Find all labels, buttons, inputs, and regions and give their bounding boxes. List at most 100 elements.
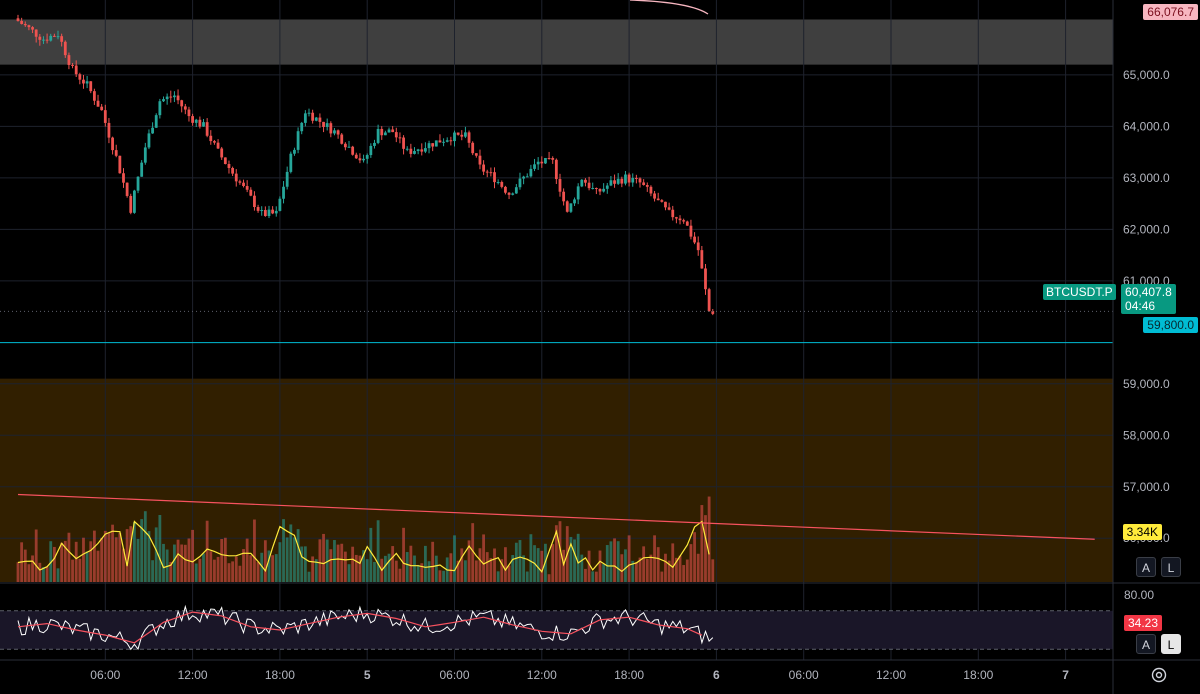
volume-value-tag: 3.34K (1122, 524, 1162, 540)
candle-body-87 (333, 130, 336, 134)
x-tick-label-5: 12:00 (527, 668, 557, 682)
volume-bar-7 (42, 567, 45, 582)
candle-body-29 (122, 173, 125, 183)
candle-body-136 (511, 193, 515, 195)
volume-bar-109 (413, 555, 416, 582)
candle-body-0 (16, 18, 20, 21)
volume-bar-147 (551, 544, 555, 582)
candle-body-173 (645, 184, 649, 187)
candle-body-69 (267, 209, 271, 216)
candle-body-88 (336, 130, 340, 135)
x-tick-label-8: 06:00 (789, 668, 819, 682)
volume-bar-152 (569, 536, 573, 582)
candle-body-74 (285, 171, 289, 187)
candle-body-138 (518, 178, 522, 188)
candle-body-126 (474, 153, 478, 156)
candle-body-67 (260, 210, 264, 212)
volume-bar-62 (242, 549, 245, 582)
candle-body-127 (478, 155, 482, 165)
volume-bar-117 (442, 570, 445, 582)
candle-body-185 (689, 225, 693, 237)
candle-body-135 (507, 192, 511, 195)
candle-body-121 (456, 132, 460, 135)
candle-body-131 (493, 172, 496, 183)
candle-body-114 (431, 143, 435, 147)
candle-body-54 (213, 141, 216, 143)
candle-body-27 (114, 150, 118, 156)
volume-bar-87 (333, 540, 336, 582)
volume-bar-184 (685, 559, 689, 582)
candle-body-56 (220, 148, 224, 158)
candle-body-52 (205, 122, 209, 136)
candle-body-162 (605, 185, 609, 189)
volume-bar-161 (602, 563, 606, 582)
volume-bar-146 (547, 574, 551, 582)
y-tick-label-7: 57,000.0 (1123, 480, 1170, 494)
candle-body-147 (551, 158, 555, 160)
volume-bar-72 (278, 542, 282, 582)
volume-bar-124 (467, 540, 471, 582)
candle-body-177 (660, 200, 664, 202)
symbol-label: BTCUSDT.P (1043, 284, 1116, 300)
candle-body-20 (89, 81, 93, 92)
candle-body-141 (529, 168, 533, 177)
settings-gear-icon[interactable] (1150, 666, 1168, 684)
volume-bar-19 (85, 551, 89, 582)
log-scale-button-volume[interactable]: L (1161, 557, 1181, 577)
volume-bar-96 (365, 559, 369, 582)
candle-body-123 (464, 132, 467, 137)
candle-body-149 (558, 179, 562, 192)
volume-bar-169 (631, 560, 635, 582)
volume-bar-113 (427, 561, 431, 582)
auto-scale-button-rsi[interactable]: A (1136, 634, 1156, 654)
candle-body-104 (394, 132, 398, 138)
volume-bar-30 (125, 529, 129, 582)
volume-bar-102 (387, 553, 391, 582)
candle-body-83 (318, 117, 322, 122)
volume-bar-129 (485, 552, 489, 582)
volume-bar-23 (100, 537, 104, 582)
x-tick-label-10: 18:00 (963, 668, 993, 682)
candle-body-107 (405, 148, 409, 150)
volume-bar-79 (303, 546, 307, 582)
volume-bar-119 (449, 553, 453, 582)
candle-body-146 (547, 158, 551, 160)
volume-bar-144 (540, 550, 544, 582)
candle-body-120 (453, 132, 456, 142)
x-tick-label-7: 6 (713, 668, 720, 682)
volume-bar-61 (238, 565, 242, 582)
volume-bar-22 (96, 550, 100, 582)
volume-bar-63 (245, 538, 249, 582)
x-tick-label-3: 5 (364, 668, 371, 682)
rsi-band-fill (0, 610, 1113, 650)
volume-bar-2 (23, 549, 27, 582)
candle-body-30 (125, 182, 129, 196)
volume-bar-12 (60, 542, 64, 582)
candle-body-28 (118, 155, 122, 174)
volume-bar-54 (213, 559, 216, 582)
volume-bar-181 (674, 557, 678, 582)
volume-bar-84 (322, 533, 325, 582)
candle-body-128 (482, 164, 485, 172)
volume-bar-163 (609, 541, 613, 582)
rsi-signal-line (17, 611, 703, 644)
y-tick-label-0: 65,000.0 (1123, 68, 1170, 82)
volume-bar-98 (373, 561, 376, 582)
candle-body-161 (602, 188, 606, 192)
volume-bar-162 (605, 545, 609, 582)
candle-body-189 (704, 268, 707, 290)
volume-bar-69 (267, 550, 271, 582)
volume-bar-45 (180, 544, 184, 582)
volume-bar-175 (653, 535, 656, 582)
volume-bar-191 (711, 559, 715, 582)
auto-scale-button-volume[interactable]: A (1136, 557, 1156, 577)
candle-body-79 (303, 113, 307, 123)
volume-bar-93 (354, 554, 358, 582)
candle-body-176 (656, 198, 660, 201)
volume-bar-174 (649, 554, 653, 582)
volume-bar-127 (478, 548, 482, 582)
log-scale-button-rsi[interactable]: L (1161, 634, 1181, 654)
candle-body-90 (343, 143, 347, 148)
volume-bar-42 (169, 562, 173, 582)
